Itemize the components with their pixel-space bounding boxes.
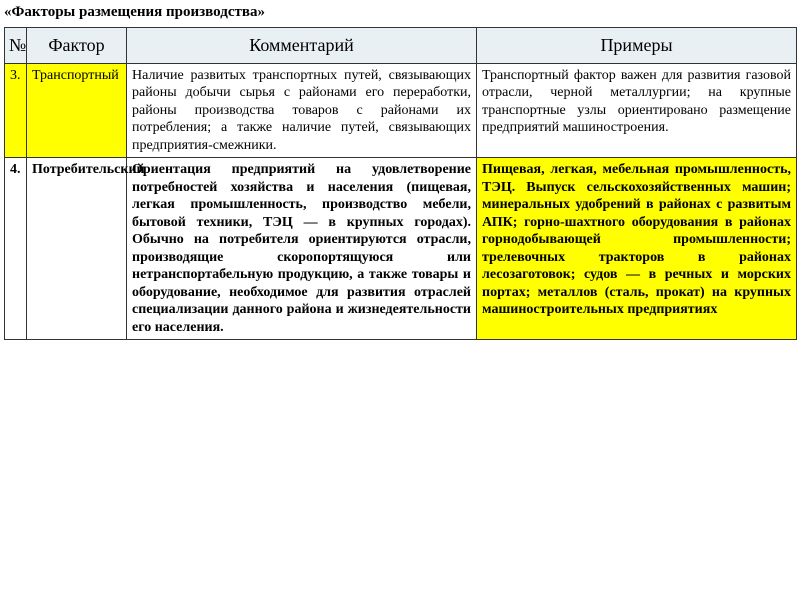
page-title: «Факторы размещения производства» [4,4,800,21]
cell-example: Транспортный фактор важен для развития г… [477,63,797,158]
header-comment: Комментарий [127,28,477,64]
cell-num: 3. [5,63,27,158]
table-body: 3. Транспортный Наличие развитых транспо… [5,63,797,340]
header-factor: Фактор [27,28,127,64]
cell-example: Пищевая, легкая, мебельная промышленност… [477,158,797,340]
cell-comment: Ориентация предприятий на удовлетворение… [127,158,477,340]
table-row: 3. Транспортный Наличие развитых транспо… [5,63,797,158]
cell-comment: Наличие развитых транспортных путей, свя… [127,63,477,158]
header-num: № [5,28,27,64]
table-header-row: № Фактор Комментарий Примеры [5,28,797,64]
header-example: Примеры [477,28,797,64]
table-row: 4. Потребительский Ориентация предприяти… [5,158,797,340]
cell-factor: Потребительский [27,158,127,340]
cell-factor: Транспортный [27,63,127,158]
factors-table: № Фактор Комментарий Примеры 3. Транспор… [4,27,797,340]
cell-num: 4. [5,158,27,340]
